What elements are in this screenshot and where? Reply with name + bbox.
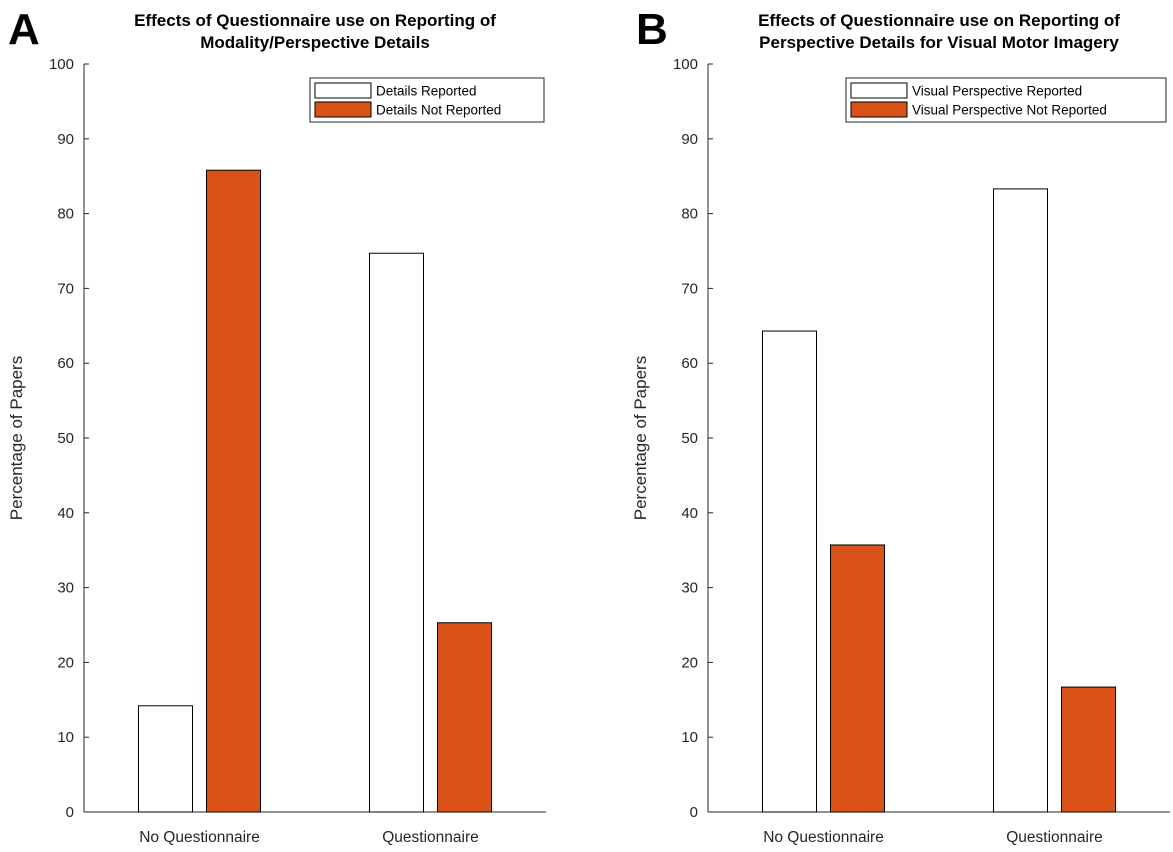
legend-swatch (850, 101, 908, 118)
legend-label: Visual Perspective Reported (912, 84, 1082, 99)
y-tick-label: 80 (681, 206, 698, 223)
bar-not-reported (830, 544, 885, 813)
panel-letter: A (8, 5, 40, 54)
y-tick-label: 60 (57, 355, 74, 372)
bar-reported (762, 330, 817, 813)
y-tick-label: 30 (57, 580, 74, 597)
chart-title-line: Modality/Perspective Details (200, 33, 430, 52)
x-category-label: No Questionnaire (763, 829, 884, 846)
y-tick-label: 100 (49, 56, 74, 73)
x-category-label: Questionnaire (1006, 829, 1103, 846)
y-tick-label: 10 (681, 729, 698, 746)
y-tick-label: 50 (681, 430, 698, 447)
legend-swatch (314, 101, 372, 118)
y-axis-label: Percentage of Papers (631, 356, 650, 520)
y-tick-label: 30 (681, 580, 698, 597)
chart-panel-b: B Effects of Questionnaire use on Reporti… (631, 5, 1170, 846)
bar-reported (369, 252, 424, 813)
y-tick-label: 100 (673, 56, 698, 73)
y-tick-label: 20 (681, 654, 698, 671)
y-tick-label: 0 (690, 804, 698, 821)
y-axis-label: Percentage of Papers (7, 356, 26, 520)
bar-reported (993, 188, 1048, 813)
bar-not-reported (206, 169, 261, 813)
panel-letter: B (636, 5, 668, 54)
legend-label: Visual Perspective Not Reported (912, 103, 1107, 118)
y-tick-label: 70 (57, 280, 74, 297)
y-tick-label: 90 (681, 131, 698, 148)
x-category-label: Questionnaire (382, 829, 479, 846)
y-tick-label: 40 (57, 505, 74, 522)
y-tick-label: 0 (66, 804, 74, 821)
y-tick-label: 50 (57, 430, 74, 447)
legend-label: Details Reported (376, 84, 477, 99)
y-tick-label: 70 (681, 280, 698, 297)
y-tick-label: 80 (57, 206, 74, 223)
bar-not-reported (437, 622, 492, 813)
y-tick-label: 60 (681, 355, 698, 372)
chart-panel-a: A Effects of Questionnaire use on Reporti… (7, 5, 546, 846)
bar-not-reported (1061, 686, 1116, 813)
y-tick-label: 10 (57, 729, 74, 746)
legend: Visual Perspective Reported Visual Perspe… (845, 77, 1167, 123)
bar-reported (138, 705, 193, 813)
chart-title-line: Perspective Details for Visual Motor Ima… (759, 33, 1119, 52)
legend-swatch (314, 82, 372, 99)
y-tick-label: 20 (57, 654, 74, 671)
y-tick-label: 90 (57, 131, 74, 148)
chart-title-line: Effects of Questionnaire use on Reportin… (758, 11, 1120, 30)
legend-swatch (850, 82, 908, 99)
legend-label: Details Not Reported (376, 103, 501, 118)
chart-title-line: Effects of Questionnaire use on Reportin… (134, 11, 496, 30)
x-category-label: No Questionnaire (139, 829, 260, 846)
y-tick-label: 40 (681, 505, 698, 522)
legend: Details Reported Details Not Reported (309, 77, 545, 123)
